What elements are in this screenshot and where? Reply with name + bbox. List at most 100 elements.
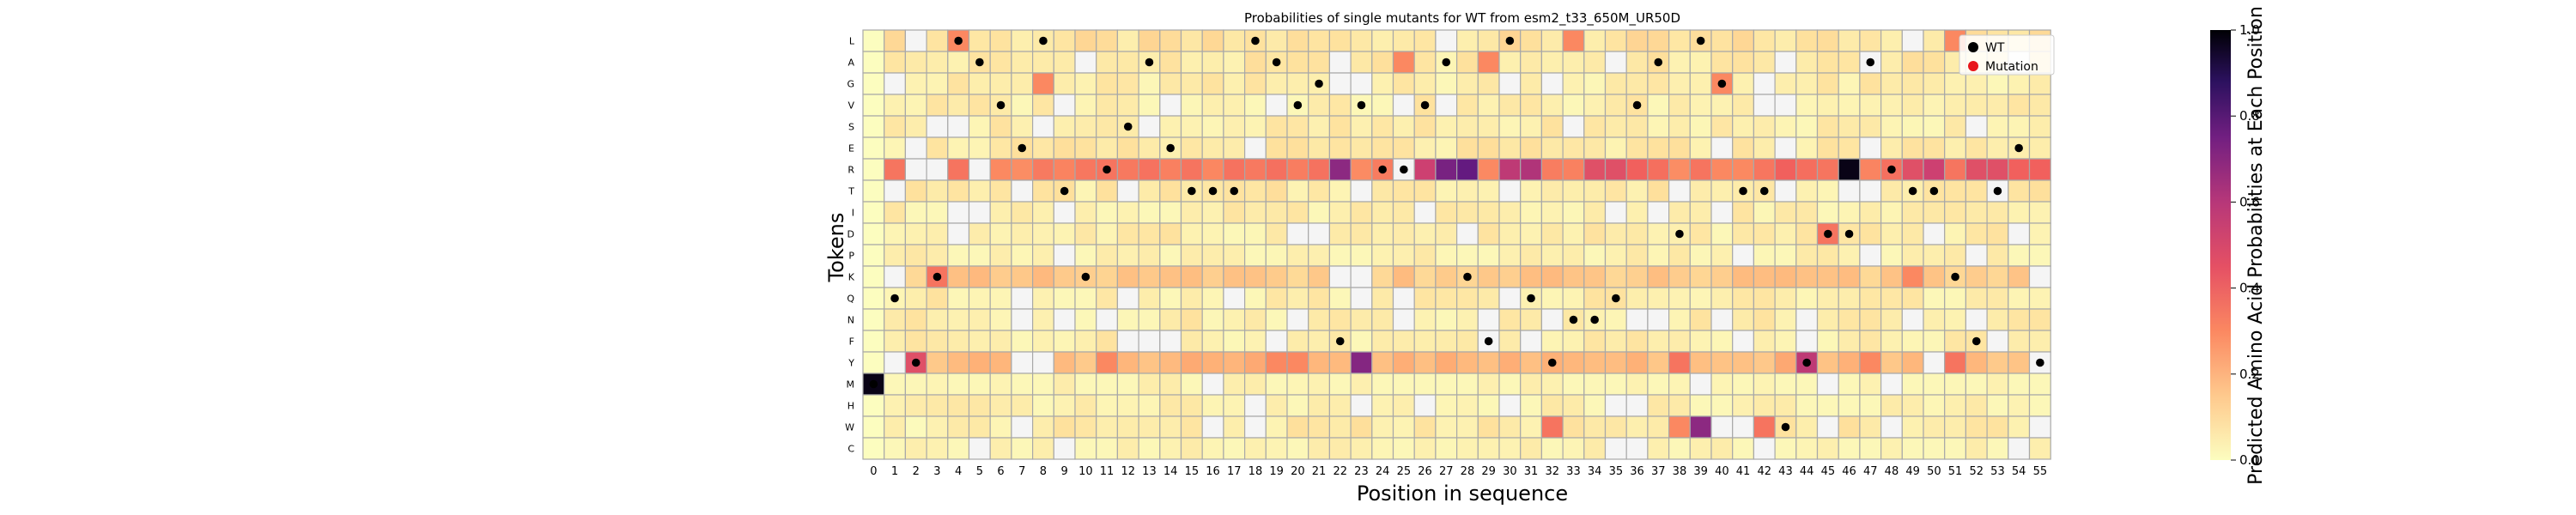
- heatmap-cell: [1859, 94, 1882, 117]
- heatmap-cell: [1604, 308, 1627, 331]
- heatmap-cell: [1031, 94, 1054, 117]
- heatmap-cell: [1901, 351, 1924, 374]
- heatmap-cell: [1520, 158, 1542, 181]
- heatmap-cell: [1732, 308, 1754, 331]
- heatmap-cell: [1223, 201, 1246, 224]
- heatmap-cell: [1647, 29, 1670, 52]
- heatmap-cell: [1371, 373, 1394, 396]
- heatmap-cell: [1223, 72, 1246, 95]
- x-tick-label: 0: [870, 465, 877, 478]
- heatmap-cell: [1031, 265, 1054, 288]
- wt-marker: [1103, 165, 1111, 174]
- x-tick-label: 30: [1503, 465, 1517, 478]
- heatmap-cell: [1668, 94, 1691, 117]
- legend-mutation-marker: [1968, 61, 1978, 71]
- heatmap-cell: [1116, 308, 1139, 331]
- heatmap-cell: [989, 415, 1012, 439]
- heatmap-cell: [1816, 265, 1839, 288]
- heatmap-cell: [1435, 201, 1458, 224]
- heatmap-cell: [1031, 287, 1054, 310]
- heatmap-cell: [1583, 136, 1607, 160]
- heatmap-cell: [1413, 179, 1437, 203]
- heatmap-cell: [1392, 51, 1415, 74]
- heatmap-cell: [1011, 351, 1034, 374]
- heatmap-cell: [2028, 394, 2051, 417]
- heatmap-cell: [1625, 308, 1649, 331]
- heatmap-cell: [1604, 94, 1627, 117]
- y-tick-label: L: [849, 36, 855, 47]
- heatmap-cell: [1455, 415, 1479, 439]
- heatmap-cell: [926, 373, 949, 396]
- heatmap-cell: [1923, 287, 1946, 310]
- heatmap-cell: [926, 72, 949, 95]
- wt-marker: [1060, 186, 1069, 196]
- heatmap-cell: [1053, 415, 1076, 439]
- y-tick-label: E: [848, 143, 854, 154]
- heatmap-cell: [1116, 179, 1139, 203]
- heatmap-cell: [1816, 244, 1839, 267]
- heatmap-cell: [1753, 29, 1776, 52]
- x-tick-label: 46: [1842, 465, 1856, 478]
- heatmap-cell: [1435, 72, 1458, 95]
- heatmap-cell: [862, 308, 885, 331]
- heatmap-cell: [1138, 330, 1161, 353]
- heatmap-cell: [1625, 265, 1649, 288]
- y-tick-label: I: [852, 208, 854, 219]
- heatmap-cell: [1540, 415, 1564, 439]
- heatmap-cell: [1583, 415, 1607, 439]
- heatmap-cell: [1308, 351, 1330, 374]
- heatmap-cell: [1668, 330, 1691, 353]
- heatmap-cell: [904, 373, 927, 396]
- heatmap-cell: [1880, 415, 1903, 439]
- wt-marker: [996, 100, 1005, 110]
- wt-marker: [1654, 58, 1663, 67]
- heatmap-cell: [1583, 115, 1607, 138]
- x-tick-label: 7: [1018, 465, 1025, 478]
- heatmap-cell: [1031, 179, 1054, 203]
- heatmap-cell: [2028, 330, 2051, 353]
- wt-marker: [1293, 100, 1303, 110]
- heatmap-cell: [1180, 201, 1203, 224]
- wt-marker: [1251, 36, 1260, 45]
- heatmap-cell: [1774, 394, 1797, 417]
- heatmap-cell: [1668, 244, 1691, 267]
- heatmap-cell: [1223, 437, 1246, 460]
- heatmap-cell: [1838, 351, 1861, 374]
- heatmap-cell: [884, 158, 906, 181]
- heatmap-cell: [862, 136, 885, 160]
- heatmap-cell: [1901, 394, 1924, 417]
- heatmap-cell: [1816, 115, 1839, 138]
- heatmap-cell: [1923, 415, 1946, 439]
- heatmap-cell: [1604, 158, 1627, 181]
- heatmap-cell: [1243, 394, 1267, 417]
- heatmap-cell: [1625, 394, 1649, 417]
- x-tick-label: 6: [997, 465, 1004, 478]
- heatmap-cell: [1838, 115, 1861, 138]
- wt-marker: [1527, 294, 1535, 303]
- heatmap-cell: [1901, 94, 1924, 117]
- y-tick-label: K: [848, 272, 855, 283]
- heatmap-cell: [1880, 373, 1903, 396]
- heatmap-cell: [1562, 287, 1585, 310]
- heatmap-cell: [1583, 394, 1607, 417]
- heatmap-cell: [1540, 72, 1564, 95]
- heatmap-cell: [1540, 287, 1564, 310]
- heatmap-cell: [862, 222, 885, 245]
- heatmap-cell: [1498, 94, 1522, 117]
- heatmap-cell: [1223, 94, 1246, 117]
- heatmap-cell: [968, 201, 991, 224]
- heatmap-cell: [1562, 330, 1585, 353]
- heatmap-cell: [1689, 179, 1712, 203]
- heatmap-cell: [1795, 308, 1819, 331]
- heatmap-cell: [1328, 136, 1352, 160]
- heatmap-cell: [1923, 265, 1946, 288]
- heatmap-cell: [1838, 415, 1861, 439]
- heatmap-cell: [1562, 265, 1585, 288]
- heatmap-cell: [1795, 222, 1819, 245]
- x-tick-label: 39: [1693, 465, 1708, 478]
- heatmap-cell: [1413, 330, 1437, 353]
- x-tick-label: 31: [1524, 465, 1539, 478]
- heatmap-cell: [1413, 351, 1437, 374]
- heatmap-cell: [1243, 244, 1267, 267]
- heatmap-cell: [1138, 351, 1161, 374]
